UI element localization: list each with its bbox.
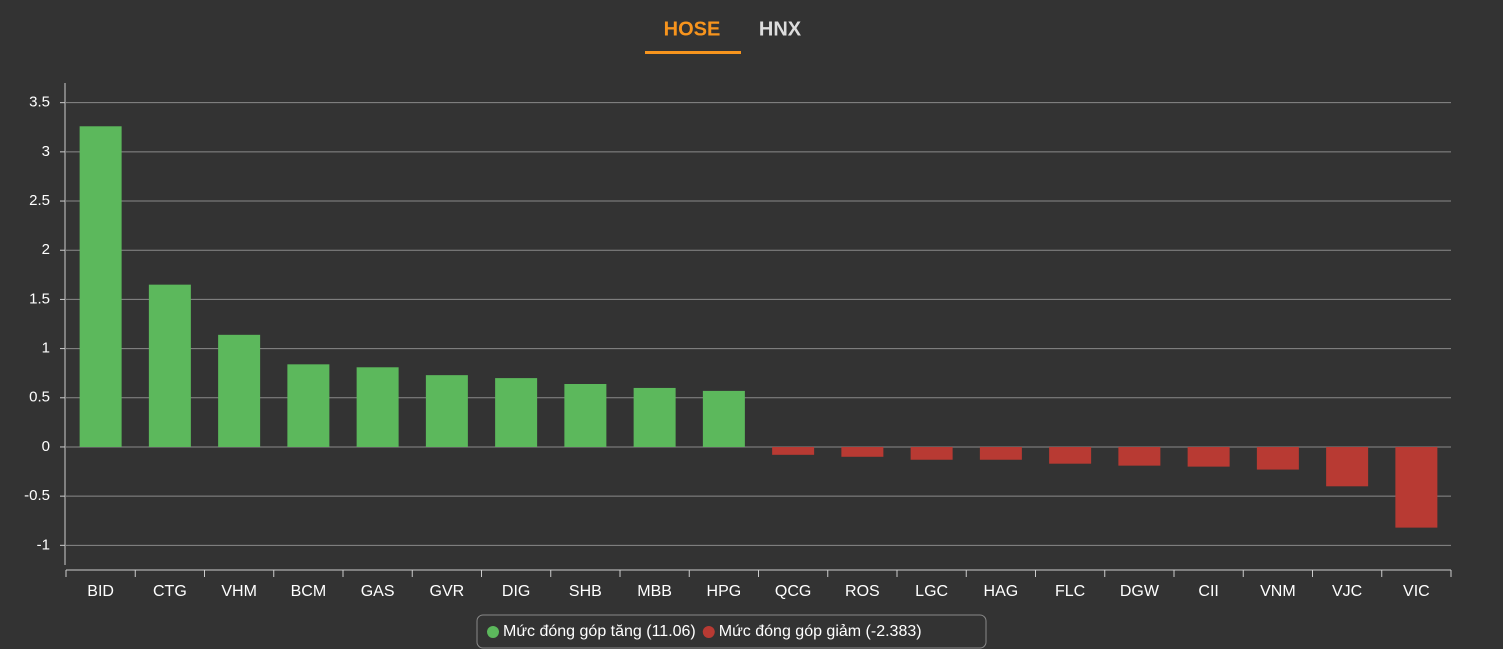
- bar: [979, 446, 1022, 460]
- bar: [148, 284, 191, 447]
- x-tick-label: VIC: [1403, 583, 1430, 600]
- tab-underline: [645, 51, 741, 54]
- bar: [1256, 446, 1299, 470]
- y-tick-label: 1: [42, 340, 50, 357]
- x-tick-label: LGC: [915, 583, 948, 600]
- x-tick-label: ROS: [845, 583, 880, 600]
- bar: [841, 446, 884, 457]
- x-tick-label: CTG: [153, 583, 187, 600]
- x-tick-label: VNM: [1260, 583, 1296, 600]
- y-tick-label: 1.5: [29, 290, 50, 307]
- x-tick-label: BID: [87, 583, 114, 600]
- tab-hose[interactable]: HOSE: [664, 18, 721, 40]
- y-tick-label: 0: [42, 438, 50, 455]
- y-tick-label: 3.5: [29, 94, 50, 111]
- legend-label: Mức đóng góp giảm (-2.383): [719, 623, 922, 640]
- bar: [772, 446, 815, 455]
- x-tick-label: MBB: [637, 583, 672, 600]
- legend-marker: [702, 626, 715, 638]
- y-tick-label: -0.5: [24, 487, 50, 504]
- x-tick-label: GAS: [361, 583, 395, 600]
- bar: [1187, 446, 1230, 467]
- x-tick-label: CII: [1198, 583, 1218, 600]
- legend-box: [476, 614, 987, 649]
- y-tick-label: 3: [42, 143, 50, 160]
- bar: [1395, 446, 1438, 528]
- x-tick-label: BCM: [291, 583, 327, 600]
- x-tick-label: DIG: [502, 583, 530, 600]
- bar: [564, 384, 607, 447]
- bar: [1326, 446, 1369, 487]
- x-tick-label: FLC: [1055, 583, 1085, 600]
- bar: [79, 126, 122, 447]
- bar: [702, 390, 745, 447]
- x-tick-label: GVR: [430, 583, 465, 600]
- x-tick-label: VHM: [221, 583, 257, 600]
- x-tick-label: DGW: [1120, 583, 1160, 600]
- x-tick-label: HAG: [984, 583, 1019, 600]
- legend-label: Mức đóng góp tăng (11.06): [503, 623, 696, 640]
- bar: [287, 364, 330, 447]
- bar: [1118, 446, 1161, 466]
- x-tick-label: QCG: [775, 583, 811, 600]
- bar: [425, 375, 468, 447]
- bar: [633, 387, 676, 447]
- bar: [495, 378, 538, 447]
- bar: [1049, 446, 1092, 464]
- x-tick-label: HPG: [707, 583, 742, 600]
- bar: [910, 446, 953, 460]
- y-tick-label: -1: [37, 536, 50, 553]
- tab-hnx[interactable]: HNX: [759, 18, 802, 40]
- bar: [356, 367, 399, 447]
- y-tick-label: 0.5: [29, 389, 50, 406]
- x-tick-label: VJC: [1332, 583, 1362, 600]
- x-tick-label: SHB: [569, 583, 602, 600]
- legend-marker: [487, 626, 499, 638]
- bar: [218, 334, 261, 447]
- y-tick-label: 2: [42, 241, 50, 258]
- y-tick-label: 2.5: [29, 192, 50, 209]
